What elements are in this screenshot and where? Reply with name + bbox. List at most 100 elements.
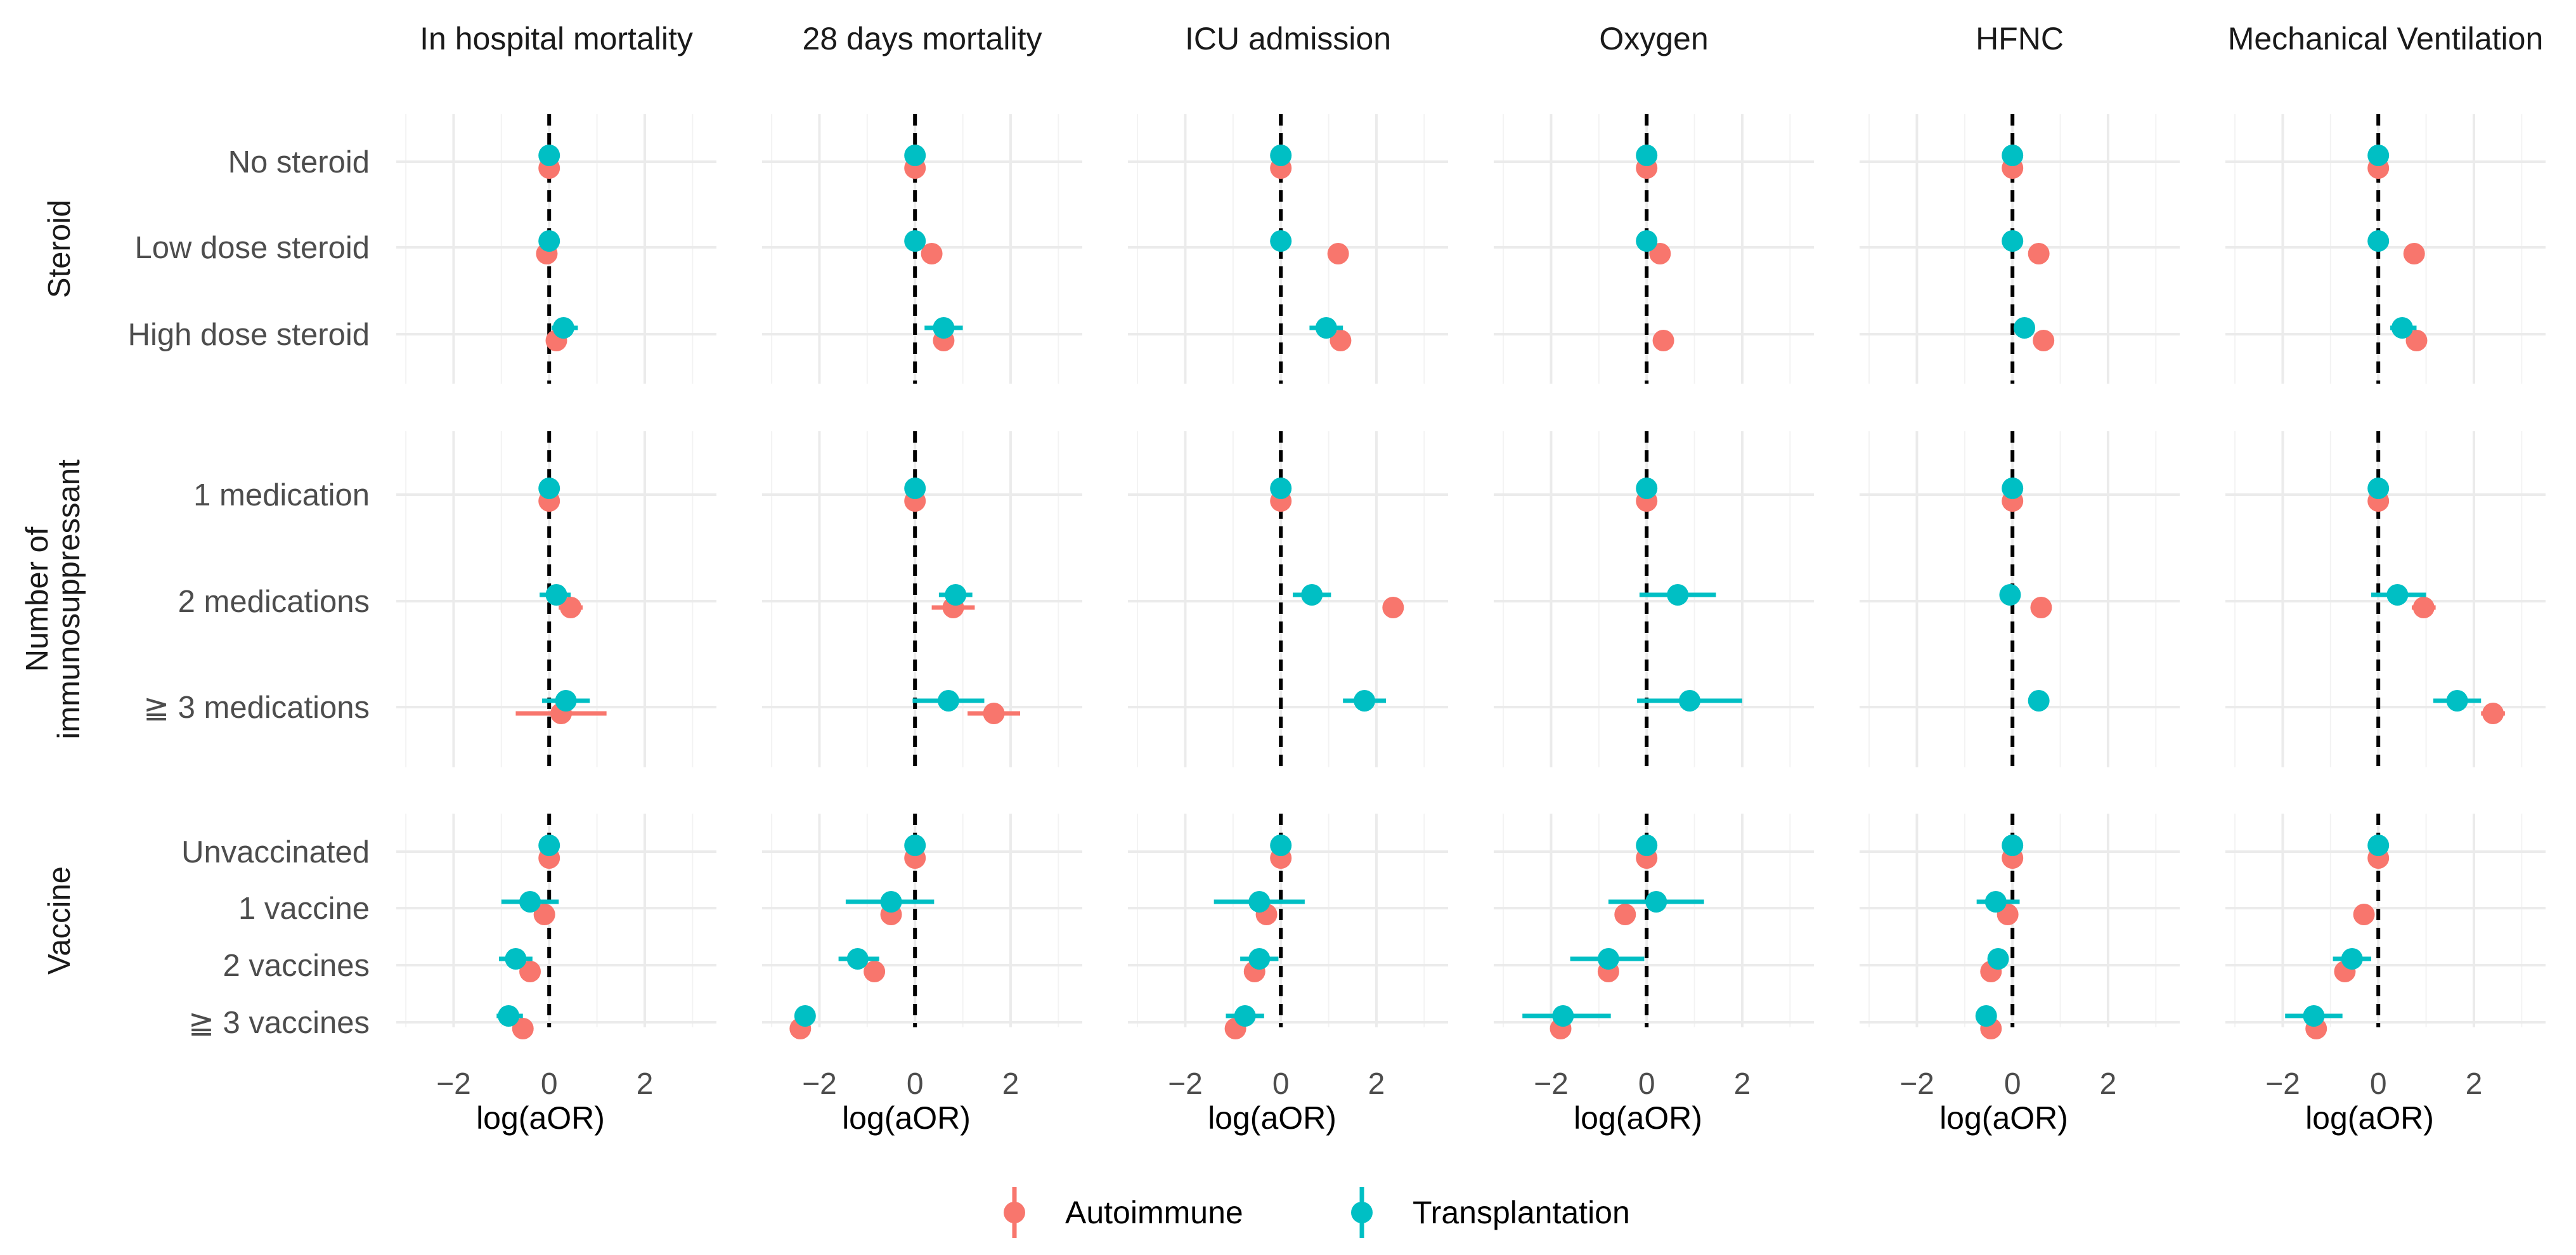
point-transplantation — [1552, 1005, 1574, 1027]
x-tick-label: 0 — [2370, 1067, 2387, 1101]
point-autoimmune — [2028, 243, 2050, 264]
x-tick-label: 0 — [907, 1067, 924, 1101]
row-label: 1 medication — [193, 478, 370, 512]
point-autoimmune — [2033, 330, 2055, 351]
point-transplantation — [1679, 690, 1701, 712]
point-transplantation — [1301, 584, 1323, 606]
row-label: 2 medications — [178, 585, 370, 619]
point-transplantation — [2367, 230, 2390, 252]
point-transplantation — [1636, 230, 1658, 252]
point-transplantation — [1597, 948, 1619, 970]
legend-label: Autoimmune — [1065, 1195, 1243, 1230]
x-tick-label: 2 — [637, 1067, 654, 1101]
row-label: ≧ 3 medications — [143, 691, 370, 725]
row-label: No steroid — [228, 145, 370, 179]
point-transplantation — [904, 835, 926, 856]
point-transplantation — [2367, 145, 2390, 166]
point-transplantation — [1667, 584, 1689, 606]
panel-title: HFNC — [1976, 21, 2064, 56]
point-transplantation — [2028, 690, 2050, 712]
point-transplantation — [1636, 478, 1658, 499]
point-autoimmune — [864, 961, 886, 982]
point-autoimmune — [2412, 597, 2435, 618]
x-tick-label: −2 — [436, 1067, 471, 1101]
point-transplantation — [519, 891, 541, 913]
x-axis-title: log(aOR) — [1939, 1100, 2068, 1136]
x-tick-label: 0 — [1272, 1067, 1290, 1101]
point-transplantation — [538, 835, 560, 856]
point-transplantation — [1999, 584, 2021, 606]
x-tick-label: 0 — [1638, 1067, 1655, 1101]
row-label: 2 vaccines — [223, 949, 370, 983]
point-transplantation — [1234, 1005, 1256, 1027]
point-autoimmune — [2482, 703, 2504, 724]
point-transplantation — [1270, 230, 1292, 252]
point-transplantation — [1270, 835, 1292, 856]
point-transplantation — [937, 690, 959, 712]
x-tick-label: −2 — [2265, 1067, 2300, 1101]
x-tick-label: 2 — [1734, 1067, 1751, 1101]
point-autoimmune — [1614, 904, 1636, 925]
point-transplantation — [1975, 1005, 1997, 1027]
point-autoimmune — [512, 1018, 534, 1039]
point-autoimmune — [2030, 597, 2052, 618]
point-transplantation — [904, 478, 926, 499]
point-transplantation — [1636, 835, 1658, 856]
point-transplantation — [2002, 478, 2024, 499]
x-tick-label: −2 — [1168, 1067, 1203, 1101]
row-label: Low dose steroid — [135, 231, 370, 265]
legend: Autoimmune Transplantation — [1004, 1187, 1630, 1238]
x-tick-label: 0 — [541, 1067, 558, 1101]
point-transplantation — [2367, 478, 2390, 499]
point-autoimmune — [983, 703, 1005, 724]
point-transplantation — [1987, 948, 2009, 970]
point-transplantation — [846, 948, 869, 970]
grid-layer — [396, 114, 2546, 1027]
row-label: 1 vaccine — [238, 892, 370, 926]
point-transplantation — [1636, 145, 1658, 166]
x-tick-label: −2 — [1900, 1067, 1934, 1101]
legend-key-point-transplantation — [1351, 1202, 1373, 1223]
panel-title: 28 days mortality — [803, 21, 1042, 56]
point-transplantation — [1645, 891, 1667, 913]
point-transplantation — [904, 145, 926, 166]
point-autoimmune — [1382, 597, 1404, 618]
panel-title: In hospital mortality — [420, 21, 693, 56]
panel-title: Mechanical Ventilation — [2228, 21, 2544, 56]
x-tick-label: 0 — [2004, 1067, 2021, 1101]
point-transplantation — [1270, 478, 1292, 499]
point-transplantation — [498, 1005, 520, 1027]
point-transplantation — [2014, 317, 2036, 339]
point-autoimmune — [519, 961, 541, 982]
point-autoimmune — [921, 243, 943, 264]
point-transplantation — [933, 317, 955, 339]
group-label: Steroid — [42, 200, 77, 298]
point-autoimmune — [533, 904, 555, 925]
legend-key-point-autoimmune — [1004, 1202, 1025, 1223]
point-transplantation — [545, 584, 567, 606]
point-transplantation — [538, 478, 560, 499]
point-autoimmune — [1652, 330, 1674, 351]
text-labels: In hospital mortality 28 days mortality IC… — [20, 21, 2543, 1136]
group-label: Number ofimmunosuppressant — [20, 459, 86, 739]
point-transplantation — [1984, 891, 2007, 913]
point-transplantation — [505, 948, 527, 970]
point-transplantation — [794, 1005, 816, 1027]
reference-lines — [547, 114, 2381, 1027]
point-transplantation — [1270, 145, 1292, 166]
point-transplantation — [1248, 948, 1271, 970]
panel-title: Oxygen — [1599, 21, 1708, 56]
point-transplantation — [538, 230, 560, 252]
point-transplantation — [2002, 230, 2024, 252]
point-autoimmune — [2403, 243, 2425, 264]
point-autoimmune — [1649, 243, 1671, 264]
x-axis-title: log(aOR) — [1208, 1100, 1337, 1136]
point-transplantation — [1354, 690, 1376, 712]
point-transplantation — [2341, 948, 2363, 970]
point-transplantation — [1315, 317, 1337, 339]
data-marks — [496, 145, 2505, 1039]
point-autoimmune — [1327, 243, 1349, 264]
point-transplantation — [2446, 690, 2468, 712]
x-tick-label: 2 — [2466, 1067, 2483, 1101]
point-autoimmune — [560, 597, 582, 618]
